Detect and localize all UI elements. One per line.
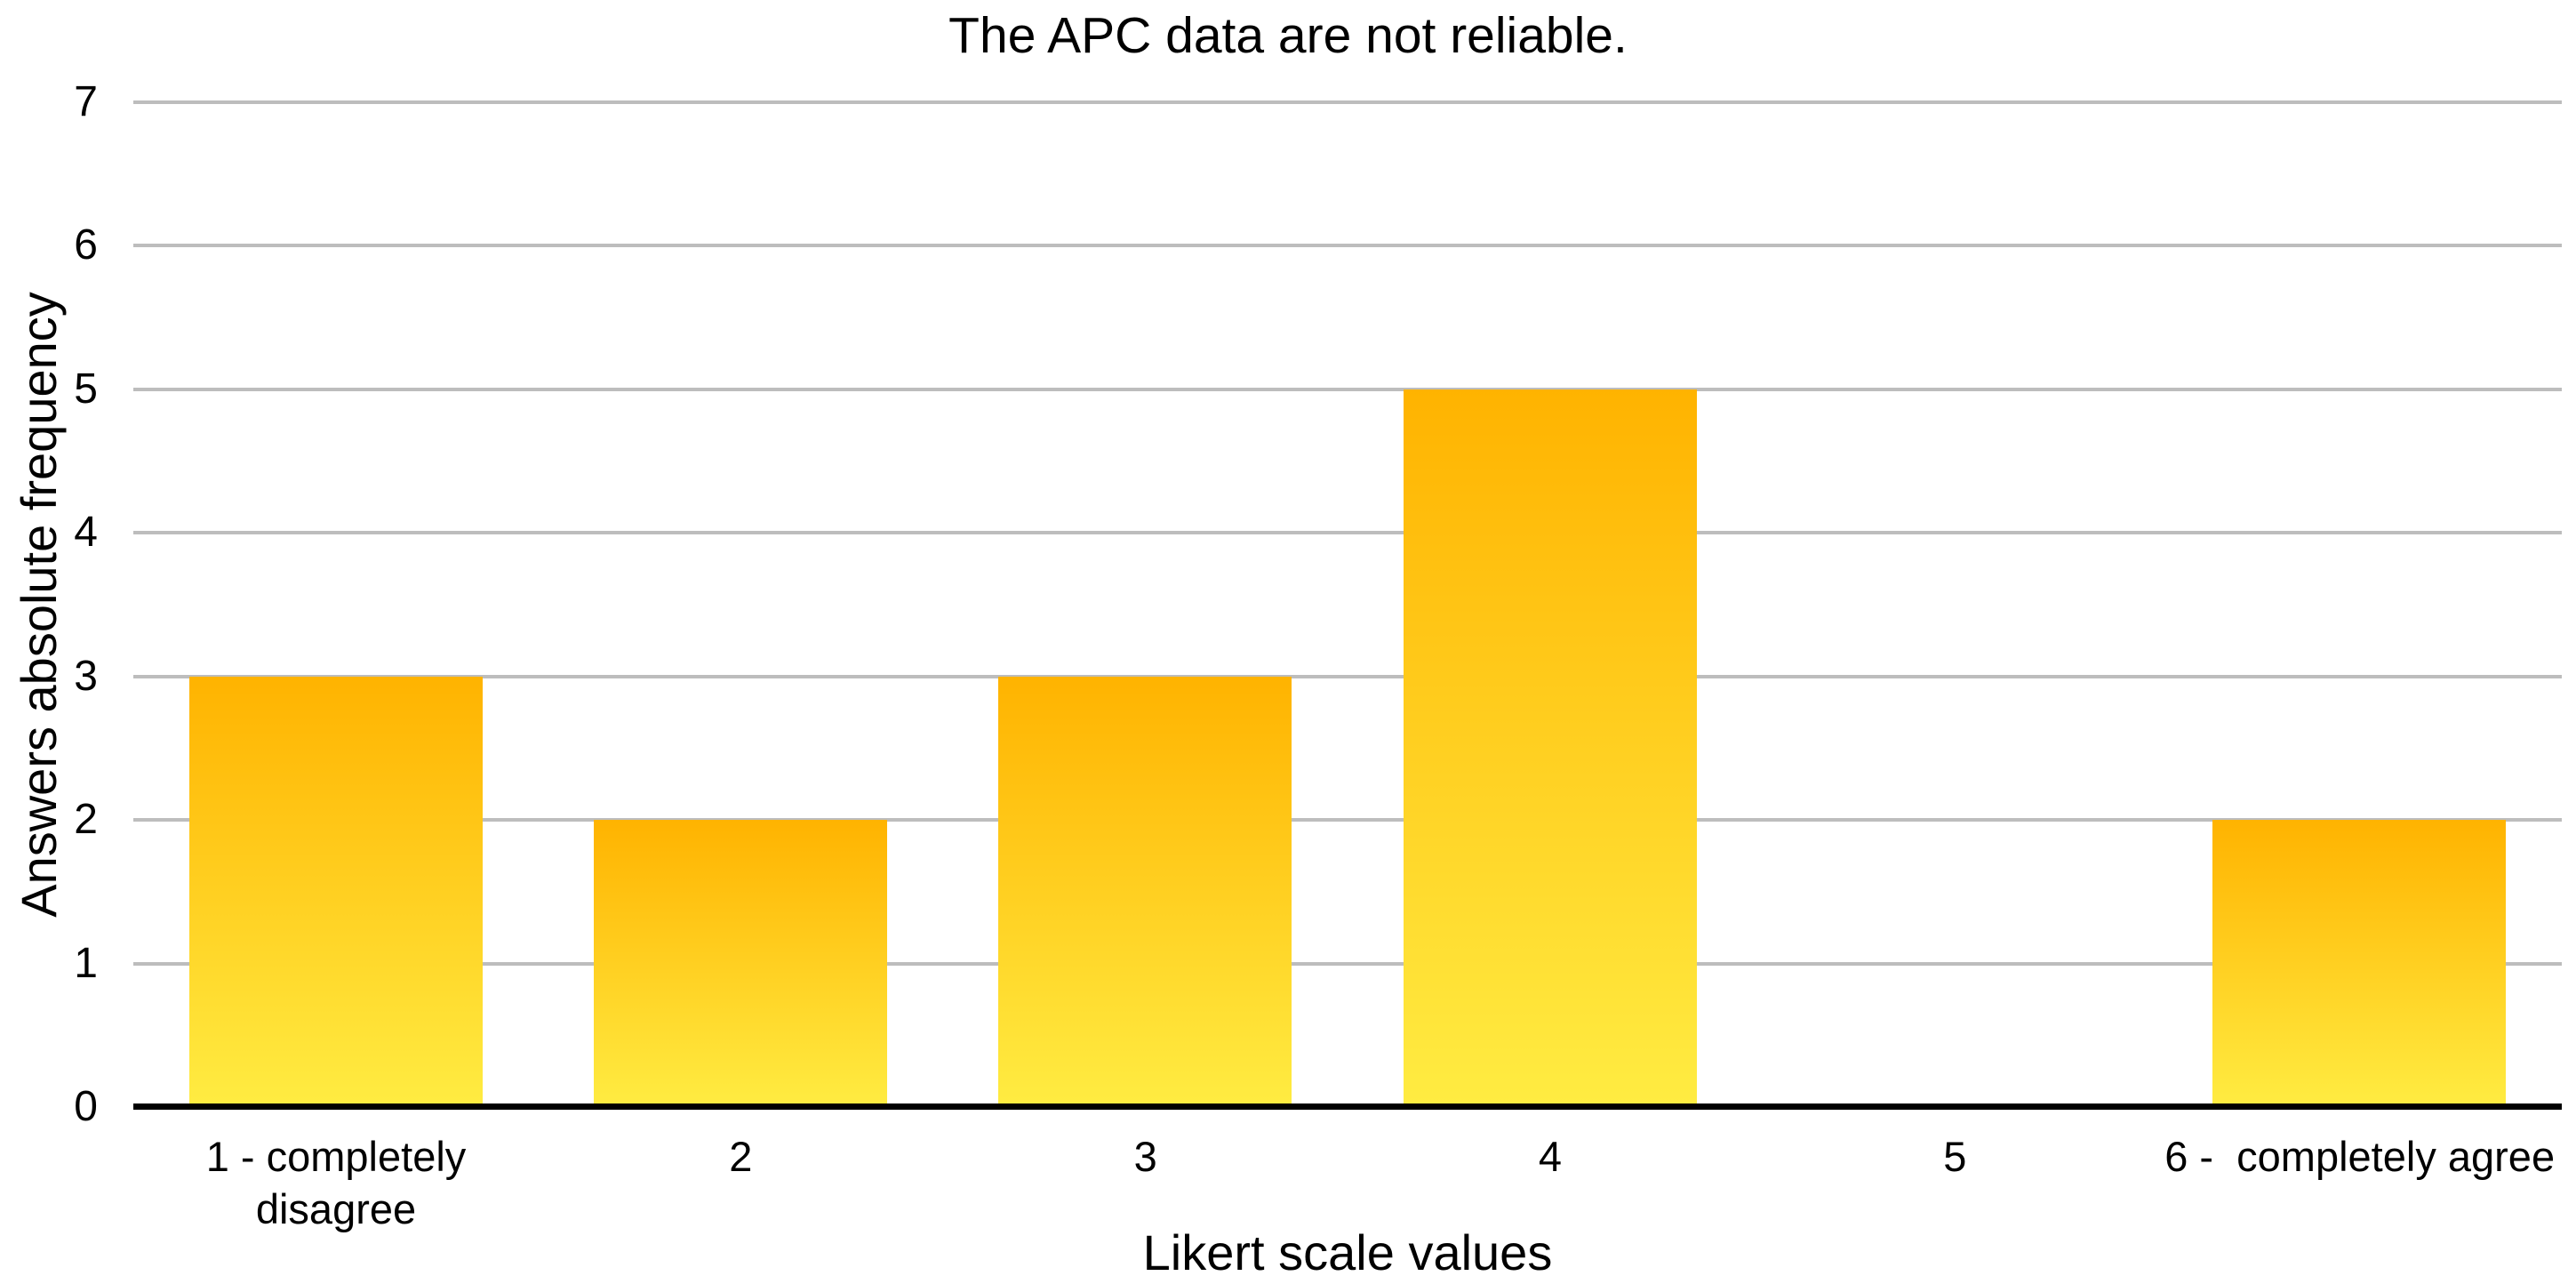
x-axis-line xyxy=(133,1103,2562,1110)
y-tick-label-7: 7 xyxy=(74,78,98,125)
x-tick-label-4: 4 xyxy=(1538,1133,1563,1180)
x-tick-label-1: 1 - completely disagree xyxy=(205,1133,467,1232)
gridline-7 xyxy=(133,100,2562,104)
gridline-5 xyxy=(133,387,2562,391)
bar-category-4 xyxy=(1403,389,1697,1107)
gridline-3 xyxy=(133,674,2562,678)
gridline-1 xyxy=(133,961,2562,966)
chart-title: The APC data are not reliable. xyxy=(948,7,1628,64)
y-tick-label-6: 6 xyxy=(74,221,98,269)
x-axis-title: Likert scale values xyxy=(1142,1224,1553,1276)
bar-category-6 xyxy=(2212,820,2507,1107)
bar-category-2 xyxy=(594,820,887,1107)
y-tick-label-3: 3 xyxy=(74,652,98,700)
y-tick-label-4: 4 xyxy=(74,509,98,557)
x-tick-label-2: 2 xyxy=(729,1133,753,1180)
x-tick-label-3: 3 xyxy=(1133,1133,1157,1180)
y-tick-label-5: 5 xyxy=(74,365,98,413)
bar-category-3 xyxy=(998,676,1292,1107)
gridline-2 xyxy=(133,818,2562,823)
plot-area xyxy=(133,100,2562,1110)
x-tick-label-5: 5 xyxy=(1943,1133,1967,1180)
gridline-4 xyxy=(133,531,2562,535)
bar-category-1 xyxy=(188,676,483,1107)
x-tick-label-6: 6 - completely agree xyxy=(2164,1133,2556,1180)
gridline-6 xyxy=(133,244,2562,248)
y-tick-label-2: 2 xyxy=(74,796,98,844)
y-tick-label-0: 0 xyxy=(74,1083,98,1130)
y-tick-label-1: 1 xyxy=(74,939,98,987)
